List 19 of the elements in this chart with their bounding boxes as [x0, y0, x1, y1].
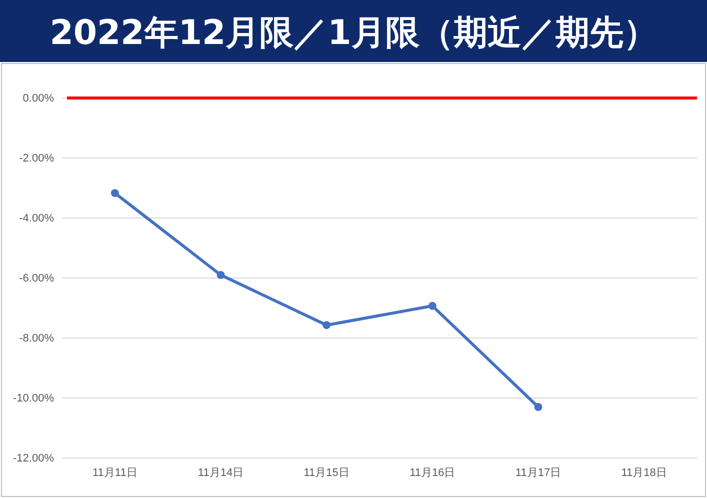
x-tick-label: 11月11日 [92, 466, 138, 479]
point [216, 271, 225, 279]
point [534, 403, 542, 411]
y-tick-label: -8.00% [19, 332, 54, 345]
y-tick-label: -12.00% [13, 452, 54, 465]
point [322, 321, 331, 330]
x-tick-label: 11月18日 [621, 466, 667, 479]
point [110, 189, 119, 198]
y-tick-label: -2.00% [19, 152, 54, 165]
x-tick-label: 11月17日 [515, 466, 562, 479]
y-tick-label: -6.00% [19, 272, 54, 285]
chart-title: 2022年12月限／1月限（期近／期先） [50, 13, 658, 53]
y-tick-label: -4.00% [19, 212, 54, 225]
y-tick-label: -10.00% [13, 392, 54, 405]
x-tick-label: 11月14日 [198, 466, 244, 479]
x-tick-label: 11月15日 [304, 466, 350, 479]
y-tick-label: 0.00% [22, 92, 54, 105]
point [428, 302, 436, 310]
x-tick-label: 11月16日 [410, 466, 456, 479]
